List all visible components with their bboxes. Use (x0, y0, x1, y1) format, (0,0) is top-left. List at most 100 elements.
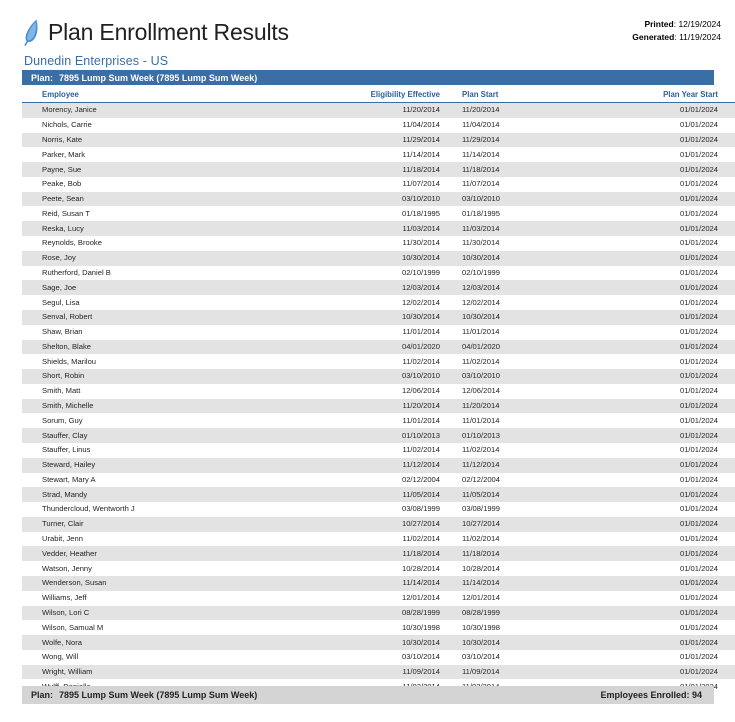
table-row[interactable]: Stauffer, Clay 01/10/2013 01/10/2013 01/01/… (22, 428, 735, 443)
cell-plan-year-end: 12/31/2024 (718, 398, 735, 414)
cell-employee: Reid, Susan T (22, 206, 312, 222)
table-row[interactable]: Rutherford, Daniel B 02/10/1999 02/10/1999… (22, 265, 735, 281)
table-row[interactable]: Short, Robin 03/10/2010 03/10/2010 01/01/20… (22, 369, 735, 384)
table-row[interactable]: Shields, Marilou 11/02/2014 11/02/2014 01/0… (22, 354, 735, 370)
table-row[interactable]: Wenderson, Susan 11/14/2014 11/14/2014 01/0… (22, 576, 735, 591)
table-row[interactable]: Sorum, Guy 11/01/2014 11/01/2014 01/01/2024… (22, 413, 735, 429)
cell-plan-start: 11/14/2014 (440, 576, 610, 591)
cell-plan-year-start: 01/01/2024 (610, 649, 718, 665)
table-row[interactable]: Stauffer, Linus 11/02/2014 11/02/2014 01/01… (22, 442, 735, 458)
cell-plan-year-start: 01/01/2024 (610, 324, 718, 340)
cell-eligibility-effective: 11/14/2014 (312, 147, 440, 163)
column-header-eligibility-effective[interactable]: Eligibility Effective (312, 88, 440, 103)
cell-employee: Short, Robin (22, 369, 312, 384)
cell-plan-year-start: 01/01/2024 (610, 561, 718, 576)
table-row[interactable]: Reid, Susan T 01/18/1995 01/18/1995 01/01/2… (22, 206, 735, 222)
cell-plan-year-end: 12/31/2024 (718, 442, 735, 458)
cell-eligibility-effective: 11/12/2014 (312, 457, 440, 473)
cell-plan-year-end: 12/31/2024 (718, 280, 735, 296)
cell-plan-year-start: 01/01/2024 (610, 339, 718, 355)
table-row[interactable]: Turner, Clair 10/27/2014 10/27/2014 01/01/2… (22, 516, 735, 532)
cell-eligibility-effective: 03/10/2010 (312, 369, 440, 384)
column-header-plan-year-start[interactable]: Plan Year Start (610, 88, 718, 103)
column-header-plan-start[interactable]: Plan Start (440, 88, 610, 103)
report-header: Plan Enrollment Results Printed: 12/19/2… (0, 0, 735, 64)
cell-plan-year-start: 01/01/2024 (610, 176, 718, 192)
cell-eligibility-effective: 11/02/2014 (312, 354, 440, 370)
table-row[interactable]: Vedder, Heather 11/18/2014 11/18/2014 01/01… (22, 546, 735, 562)
table-row[interactable]: Reska, Lucy 11/03/2014 11/03/2014 01/01/202… (22, 221, 735, 237)
cell-eligibility-effective: 02/12/2004 (312, 472, 440, 488)
table-row[interactable]: Wilson, Lori C 08/28/1999 08/28/1999 01/01/… (22, 605, 735, 621)
table-row[interactable]: Norris, Kate 11/29/2014 11/29/2014 01/01/20… (22, 132, 735, 148)
table-row[interactable]: Reynolds, Brooke 11/30/2014 11/30/2014 01/0… (22, 236, 735, 251)
table-row[interactable]: Segul, Lisa 12/02/2014 12/02/2014 01/01/202… (22, 295, 735, 310)
cell-plan-year-end: 12/31/2024 (718, 649, 735, 665)
cell-employee: Sorum, Guy (22, 413, 312, 429)
cell-plan-year-start: 01/01/2024 (610, 309, 718, 325)
table-body: Morency, Janice 11/20/2014 11/20/2014 01/01… (22, 102, 735, 695)
table-row[interactable]: Thundercloud, Wentworth J 03/08/1999 03/08… (22, 502, 735, 517)
table-row[interactable]: Wong, Will 03/10/2014 03/10/2014 01/01/2024… (22, 649, 735, 665)
table-row[interactable]: Wilson, Samual M 10/30/1998 10/30/1998 01/0… (22, 620, 735, 636)
cell-eligibility-effective: 11/09/2014 (312, 664, 440, 680)
cell-eligibility-effective: 12/02/2014 (312, 295, 440, 310)
generated-label: Generated (632, 32, 675, 42)
table-row[interactable]: Williams, Jeff 12/01/2014 12/01/2014 01/01/… (22, 590, 735, 606)
cell-plan-start: 11/20/2014 (440, 398, 610, 414)
cell-plan-start: 11/03/2014 (440, 221, 610, 237)
column-header-employee[interactable]: Employee (22, 88, 312, 103)
cell-eligibility-effective: 11/01/2014 (312, 324, 440, 340)
printed-value: 12/19/2024 (678, 19, 721, 29)
table-row[interactable]: Shaw, Brian 11/01/2014 11/01/2014 01/01/202… (22, 324, 735, 340)
cell-eligibility-effective: 11/14/2014 (312, 576, 440, 591)
column-header-plan-year-end[interactable]: Plan Year End (718, 88, 735, 103)
cell-eligibility-effective: 11/02/2014 (312, 442, 440, 458)
printed-colon: : (673, 19, 679, 29)
table-row[interactable]: Smith, Matt 12/06/2014 12/06/2014 01/01/202… (22, 383, 735, 399)
table-row[interactable]: Payne, Sue 11/18/2014 11/18/2014 01/01/2024… (22, 162, 735, 177)
cell-plan-year-start: 01/01/2024 (610, 428, 718, 443)
table-row[interactable]: Smith, Michelle 11/20/2014 11/20/2014 01/01… (22, 398, 735, 414)
cell-plan-year-end: 12/31/2024 (718, 472, 735, 488)
cell-plan-year-end: 12/31/2024 (718, 191, 735, 207)
cell-eligibility-effective: 11/29/2014 (312, 132, 440, 148)
cell-plan-year-end: 12/31/2024 (718, 428, 735, 443)
cell-plan-year-end: 12/31/2024 (718, 487, 735, 503)
cell-plan-year-start: 01/01/2024 (610, 236, 718, 251)
table-header: Employee Eligibility Effective Plan Star… (22, 88, 735, 103)
cell-plan-year-end: 12/31/2024 (718, 679, 735, 695)
cell-plan-year-start: 01/01/2024 (610, 620, 718, 636)
table-row[interactable]: Peete, Sean 03/10/2010 03/10/2010 01/01/202… (22, 191, 735, 207)
cell-plan-start: 11/05/2014 (440, 487, 610, 503)
cell-plan-year-start: 01/01/2024 (610, 280, 718, 296)
table-row[interactable]: Watson, Jenny 10/28/2014 10/28/2014 01/01/2… (22, 561, 735, 576)
table-row[interactable]: Morency, Janice 11/20/2014 11/20/2014 01/01… (22, 102, 735, 118)
table-row[interactable]: Steward, Hailey 11/12/2014 11/12/2014 01/01… (22, 457, 735, 473)
table-row[interactable]: Sage, Joe12/03/201412/03/201401/01/20241… (22, 280, 735, 296)
table-row[interactable]: Parker, Mark 11/14/2014 11/14/2014 01/01/20… (22, 147, 735, 163)
cell-employee: Wright, William (22, 664, 312, 680)
table-row[interactable]: Peake, Bob 11/07/2014 11/07/2014 01/01/2024… (22, 176, 735, 192)
cell-plan-year-end: 12/31/2024 (718, 250, 735, 266)
cell-plan-start: 08/28/1999 (440, 605, 610, 621)
cell-plan-year-end: 12/31/2024 (718, 590, 735, 606)
cell-employee: Wolfe, Nora (22, 635, 312, 650)
cell-employee: Stauffer, Linus (22, 442, 312, 458)
table-row[interactable]: Senval, Robert 10/30/2014 10/30/2014 01/01/… (22, 309, 735, 325)
cell-plan-start: 10/30/2014 (440, 250, 610, 266)
table-row[interactable]: Rose, Joy10/30/201410/30/201401/01/20241… (22, 250, 735, 266)
cell-eligibility-effective: 11/03/2014 (312, 221, 440, 237)
cell-eligibility-effective: 11/05/2014 (312, 487, 440, 503)
cell-plan-year-start: 01/01/2024 (610, 516, 718, 532)
table-row[interactable]: Urabit, Jenn 11/02/2014 11/02/2014 01/01/20… (22, 531, 735, 547)
table-row[interactable]: Wright, William 11/09/2014 11/09/2014 01/01… (22, 664, 735, 680)
table-row[interactable]: Shelton, Blake 04/01/2020 04/01/2020 01/01/… (22, 339, 735, 355)
table-row[interactable]: Strad, Mandy 11/05/2014 11/05/2014 01/01/20… (22, 487, 735, 503)
table-row[interactable]: Stewart, Mary A 02/12/2004 02/12/2004 01/01… (22, 472, 735, 488)
cell-plan-year-end: 12/31/2024 (718, 546, 735, 562)
cell-employee: Steward, Hailey (22, 457, 312, 473)
table-row[interactable]: Wolfe, Nora 10/30/2014 10/30/2014 01/01/202… (22, 635, 735, 650)
cell-plan-year-end: 12/31/2024 (718, 664, 735, 680)
table-row[interactable]: Nichols, Carrie 11/04/2014 11/04/2014 01/01… (22, 117, 735, 133)
